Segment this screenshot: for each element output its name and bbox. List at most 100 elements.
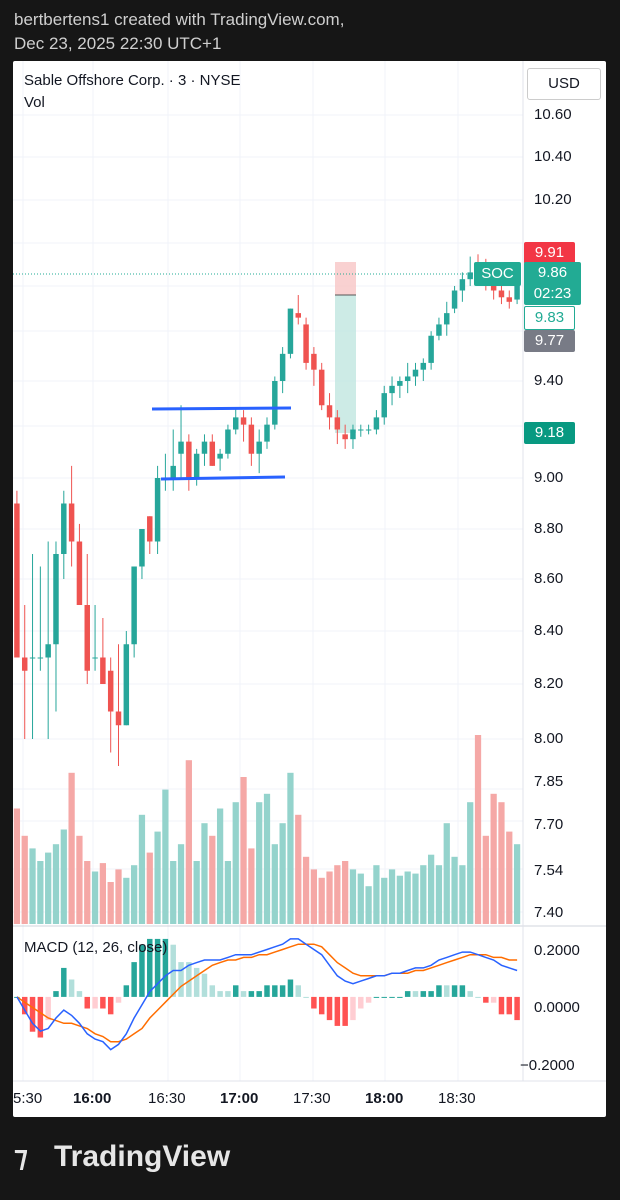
volume-bar xyxy=(490,793,497,924)
volume-bar xyxy=(256,802,263,924)
macd-histogram-bar xyxy=(279,985,286,997)
time-tick-label: 18:00 xyxy=(365,1090,404,1107)
macd-histogram-bar xyxy=(107,996,114,1015)
candle-body xyxy=(404,376,411,381)
macd-histogram-bar xyxy=(397,996,403,998)
volume-tick-label: 7.54 xyxy=(534,862,564,879)
macd-tick-label: 0.2000 xyxy=(534,942,580,959)
volume-bar xyxy=(45,852,52,924)
macd-histogram-bar xyxy=(459,985,466,997)
chart-frame[interactable]: Sable Offshore Corp. · 3 · NYSE Vol MACD… xyxy=(13,61,606,1117)
volume-bar xyxy=(232,802,239,924)
symbol-legend[interactable]: Sable Offshore Corp. · 3 · NYSE xyxy=(24,72,241,89)
bid-price-tag: 9.83 xyxy=(524,306,575,330)
tradingview-logo: ⁊ TradingView xyxy=(14,1140,230,1174)
volume-bar xyxy=(420,865,427,924)
candle-body xyxy=(92,657,98,659)
macd-histogram-bar xyxy=(139,944,145,997)
volume-bar xyxy=(37,861,44,924)
volume-bar xyxy=(506,831,513,924)
macd-histogram-bar xyxy=(358,996,364,1009)
macd-histogram-bar xyxy=(311,996,317,1009)
candle-body xyxy=(193,453,200,478)
candle-body xyxy=(311,353,317,370)
volume-bar xyxy=(263,793,271,924)
candle-body xyxy=(389,385,395,394)
macd-histogram-bar xyxy=(21,996,28,1015)
chart-canvas[interactable] xyxy=(13,61,606,1117)
candle-body xyxy=(451,290,458,309)
high-price-tag: 9.91 xyxy=(524,242,575,264)
candle-body xyxy=(365,429,372,431)
macd-histogram-bar xyxy=(37,996,44,1038)
candle-body xyxy=(272,381,278,425)
volume-bar xyxy=(427,854,435,924)
volume-bar xyxy=(123,877,130,924)
volume-bar xyxy=(240,777,247,924)
macd-legend[interactable]: MACD (12, 26, close) xyxy=(24,939,168,956)
volume-bar xyxy=(248,848,255,924)
candle-body xyxy=(506,297,513,302)
macd-histogram-bar xyxy=(61,967,67,997)
macd-histogram-bar xyxy=(92,996,98,1009)
candle-body xyxy=(68,503,75,542)
macd-histogram-bar xyxy=(287,979,294,997)
macd-histogram-bar xyxy=(483,996,489,1003)
candle-body xyxy=(342,434,348,440)
volume-bar xyxy=(131,865,138,924)
macd-histogram-bar xyxy=(420,991,427,997)
currency-button[interactable]: USD xyxy=(527,68,601,100)
candle-body xyxy=(76,541,83,605)
macd-histogram-bar xyxy=(381,996,387,998)
macd-histogram-bar xyxy=(498,996,505,1015)
volume-bar xyxy=(279,823,286,924)
candle-body xyxy=(154,478,161,542)
time-tick-label: 17:30 xyxy=(293,1090,331,1107)
macd-histogram-bar xyxy=(334,996,341,1026)
price-tick-label: 10.40 xyxy=(534,148,572,165)
macd-histogram-bar xyxy=(240,991,247,997)
volume-bar xyxy=(365,886,372,924)
volume-bar xyxy=(99,863,107,924)
macd-histogram-bar xyxy=(506,996,513,1015)
volume-bar xyxy=(318,877,325,924)
gray-price-tag: 9.77 xyxy=(524,330,575,352)
author-line: bertbertens1 created with TradingView.co… xyxy=(14,10,345,29)
footer-brand: TradingView xyxy=(54,1140,231,1173)
volume-bar xyxy=(349,869,357,924)
time-tick-label: 17:00 xyxy=(220,1090,259,1107)
candle-body xyxy=(217,453,223,459)
macd-histogram-bar xyxy=(84,996,90,1009)
macd-histogram-bar xyxy=(318,996,325,1015)
macd-histogram-bar xyxy=(326,996,333,1021)
candle-body xyxy=(14,503,20,658)
macd-histogram-bar xyxy=(217,991,223,997)
volume-bar xyxy=(84,861,91,924)
macd-histogram-bar xyxy=(45,996,51,1021)
volume-bar xyxy=(115,869,122,924)
macd-histogram-bar xyxy=(350,996,356,1021)
candle-body xyxy=(334,417,341,430)
volume-bar xyxy=(474,735,482,924)
time-tick-label: 5:30 xyxy=(13,1090,43,1107)
macd-histogram-bar xyxy=(451,985,458,997)
volume-bar xyxy=(52,844,60,924)
macd-histogram-bar xyxy=(178,962,184,997)
support-line xyxy=(160,475,286,481)
candle-body xyxy=(147,516,153,542)
bar-countdown: 02:23 xyxy=(533,285,572,302)
candle-body xyxy=(61,503,67,554)
candle-body xyxy=(264,424,270,442)
candle-body xyxy=(170,465,176,478)
candle-body xyxy=(84,605,90,671)
macd-histogram-bar xyxy=(428,991,434,997)
volume-bar xyxy=(459,865,466,924)
volume-bar xyxy=(467,802,474,924)
volume-legend[interactable]: Vol xyxy=(24,94,45,111)
macd-line xyxy=(16,938,518,1051)
macd-histogram-bar xyxy=(272,985,278,997)
macd-histogram-bar xyxy=(514,996,520,1021)
candle-body xyxy=(428,335,434,363)
candle-body xyxy=(490,285,497,291)
macd-histogram-bar xyxy=(201,973,208,997)
